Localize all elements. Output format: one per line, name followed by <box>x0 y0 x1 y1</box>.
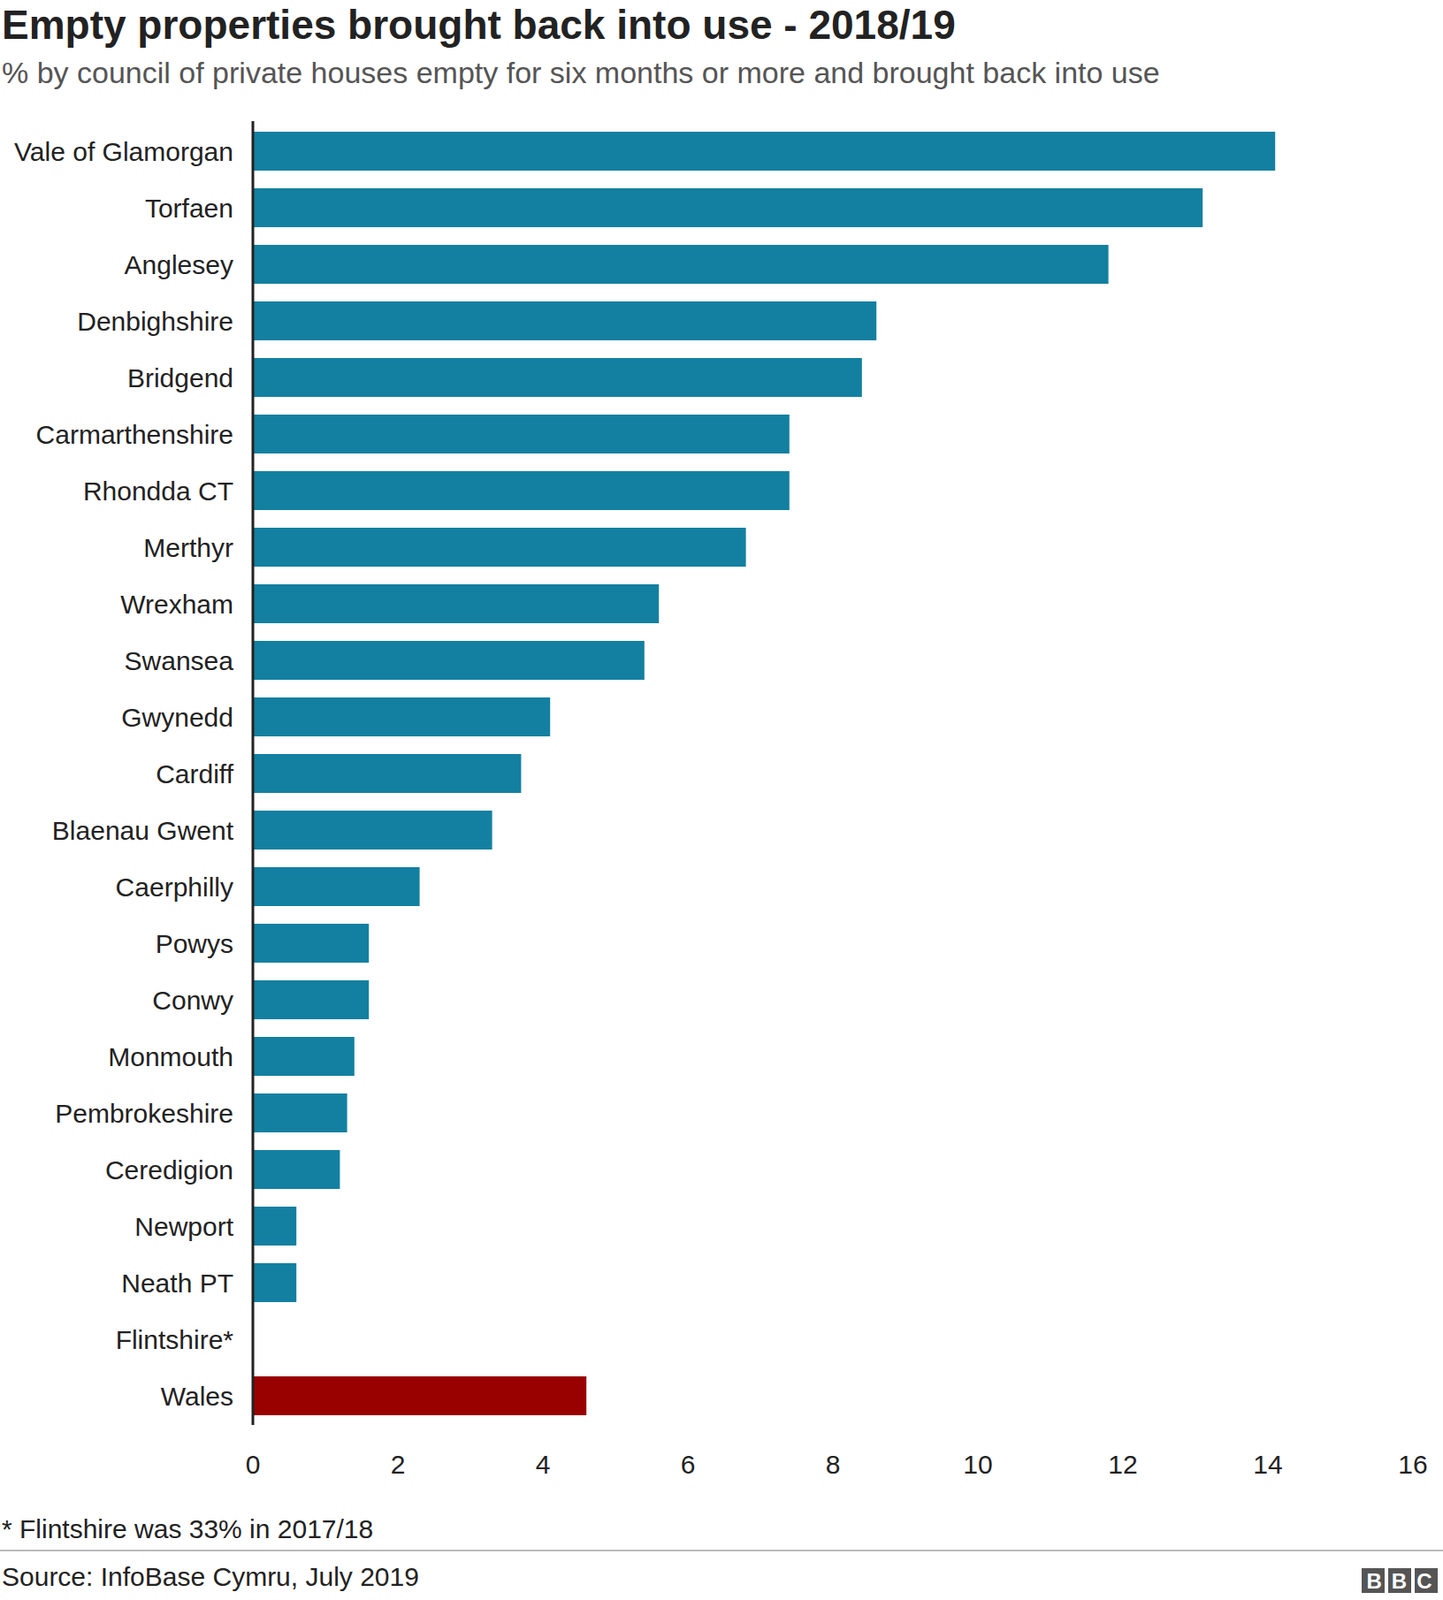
category-label: Swansea <box>124 646 235 676</box>
tick-label: 6 <box>680 1450 696 1480</box>
footnote: * Flintshire was 33% in 2017/18 <box>1 1514 374 1544</box>
bar <box>252 1206 297 1246</box>
bars <box>252 131 1276 1416</box>
category-label: Neath PT <box>121 1268 234 1298</box>
tick-label: 16 <box>1397 1450 1428 1480</box>
bar <box>252 1093 348 1133</box>
category-label: Newport <box>134 1212 234 1242</box>
tick-label: 12 <box>1107 1450 1138 1480</box>
subtitle: % by council of private houses empty for… <box>1 55 1161 90</box>
bar <box>252 641 645 680</box>
category-label: Powys <box>155 929 234 959</box>
source: Source: InfoBase Cymru, July 2019 <box>1 1562 420 1592</box>
category-label: Vale of Glamorgan <box>14 137 234 167</box>
category-label: Cardiff <box>155 759 234 789</box>
category-label: Torfaen <box>145 193 234 223</box>
bar <box>252 358 863 398</box>
category-label: Anglesey <box>124 250 234 280</box>
tick-label: 0 <box>245 1450 261 1480</box>
bar <box>252 980 369 1020</box>
bar <box>252 1376 587 1416</box>
chart: Empty properties brought back into use -… <box>0 0 1443 1600</box>
category-label: Flintshire* <box>115 1325 235 1355</box>
axis-line <box>251 121 255 1426</box>
category-label: Wrexham <box>120 589 234 619</box>
category-label: Merthyr <box>143 533 234 563</box>
bar <box>252 754 521 794</box>
category-label: Ceredigion <box>105 1155 234 1185</box>
bar <box>252 301 877 341</box>
tick-label: 14 <box>1252 1450 1283 1480</box>
bar <box>252 867 420 907</box>
bar <box>252 1037 355 1077</box>
bar <box>252 810 493 850</box>
category-label: Bridgend <box>127 363 234 393</box>
category-label: Gwynedd <box>121 702 234 733</box>
category-label: Caerphilly <box>115 872 234 902</box>
category-label: Carmarthenshire <box>36 419 234 450</box>
bar <box>252 584 659 624</box>
bar <box>252 1263 297 1303</box>
bar <box>252 244 1109 284</box>
bar <box>252 131 1276 171</box>
category-label: Monmouth <box>107 1042 234 1072</box>
title: Empty properties brought back into use -… <box>1 1 956 48</box>
bar <box>252 923 369 963</box>
bar <box>252 188 1203 228</box>
tick-label: 8 <box>825 1450 841 1480</box>
bar <box>252 414 790 454</box>
bar <box>252 1150 340 1190</box>
tick-label: 10 <box>962 1450 993 1480</box>
category-label: Wales <box>160 1381 234 1412</box>
category-label: Pembrokeshire <box>54 1099 234 1129</box>
tick-label: 4 <box>535 1450 551 1480</box>
bar <box>252 527 747 567</box>
divider <box>0 1549 1443 1552</box>
category-label: Blaenau Gwent <box>52 816 235 846</box>
bar <box>252 697 550 737</box>
logo-text: BBC <box>1366 1569 1443 1594</box>
bar <box>252 471 790 511</box>
category-label: Rhondda CT <box>83 476 234 506</box>
category-label: Conwy <box>152 985 234 1016</box>
tick-label: 2 <box>390 1450 406 1480</box>
logo: BBC <box>1361 1568 1443 1594</box>
category-label: Denbighshire <box>76 306 234 336</box>
